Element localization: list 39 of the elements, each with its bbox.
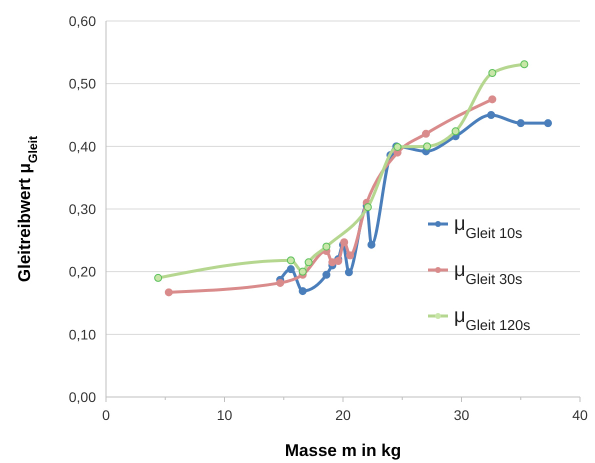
- x-tick-label: 40: [572, 407, 588, 423]
- y-tick-label: 0,10: [68, 326, 96, 342]
- point: [322, 270, 330, 279]
- point: [452, 127, 460, 136]
- point: [286, 256, 295, 264]
- y-tick-label: 0,00: [68, 389, 96, 405]
- x-axis-title: Masse m in kg: [284, 441, 402, 460]
- point: [298, 287, 307, 296]
- point: [286, 265, 295, 274]
- y-tick-label: 0,60: [68, 13, 96, 29]
- x-tick-label: 0: [102, 407, 110, 423]
- point: [298, 268, 307, 276]
- legend-label: μ$_{Gleit 10s}$: [454, 213, 522, 242]
- y-tick-label: 0,30: [68, 201, 96, 217]
- point: [346, 251, 354, 260]
- point: [367, 240, 376, 249]
- x-tick-label: 10: [216, 407, 232, 423]
- x-tick-label: 20: [335, 407, 351, 423]
- point: [423, 142, 432, 150]
- point: [154, 274, 162, 282]
- y-tick-label: 0,20: [68, 264, 96, 280]
- point: [516, 119, 525, 128]
- point: [344, 268, 353, 276]
- point: [164, 288, 173, 296]
- point: [276, 278, 284, 287]
- legend-label: μ$_{Gleit 120s}$: [454, 305, 530, 334]
- y-tick-label: 0,40: [68, 138, 96, 154]
- y-tick-label: 0,50: [68, 76, 96, 92]
- x-tick-label: 30: [454, 407, 470, 423]
- legend-label: μ$_{Gleit 30s}$: [454, 259, 522, 288]
- point: [488, 95, 496, 104]
- point: [488, 69, 496, 78]
- point: [340, 238, 348, 246]
- point: [422, 130, 430, 138]
- point: [322, 242, 330, 251]
- point: [520, 60, 528, 68]
- point: [487, 111, 496, 119]
- point: [304, 258, 313, 266]
- point: [544, 119, 552, 128]
